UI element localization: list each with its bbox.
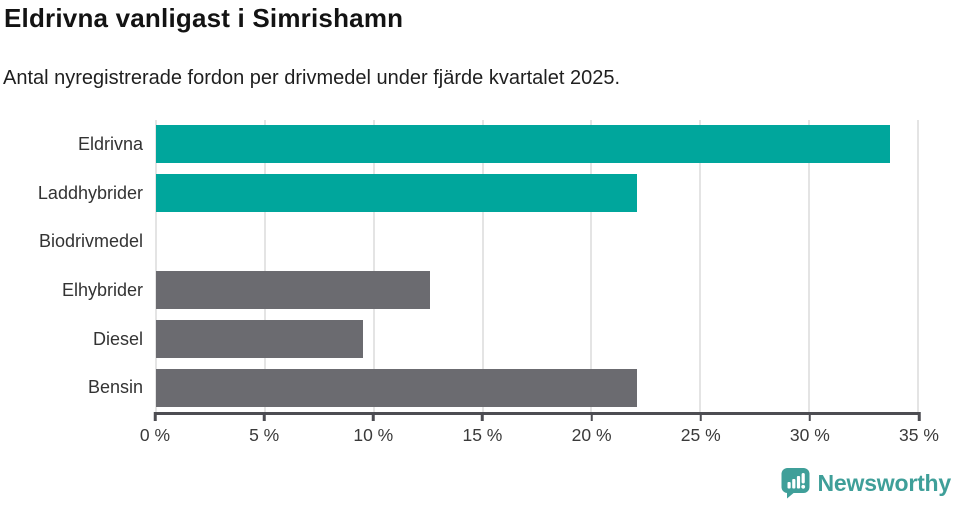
- category-label: Diesel: [92, 328, 143, 349]
- row-plot: [156, 266, 918, 315]
- axis-tick-label: 10 %: [353, 425, 394, 445]
- gridline: [590, 120, 593, 412]
- axis-tick-label: 35 %: [899, 425, 939, 445]
- row-plot: [156, 169, 918, 218]
- chart-row: Diesel: [0, 315, 960, 364]
- gridline: [917, 120, 919, 412]
- brand-footer: Newsworthy: [780, 467, 951, 499]
- newsworthy-logo-icon: [781, 468, 810, 499]
- bar-bensin: [156, 368, 638, 407]
- bar-elhybrider: [156, 271, 431, 310]
- axis-tick: [481, 412, 484, 421]
- gridline: [808, 120, 811, 412]
- gridline: [155, 120, 157, 412]
- axis-tick-label: 5 %: [249, 425, 280, 445]
- category-label: Eldrivna: [77, 133, 143, 154]
- row-plot: [156, 217, 918, 266]
- row-plot: [156, 315, 918, 364]
- category-label: Laddhybrider: [37, 182, 143, 203]
- chart-subtitle: Antal nyregistrerade fordon per drivmede…: [3, 67, 621, 89]
- brand-name: Newsworthy: [817, 469, 952, 496]
- chart-row: Bensin: [0, 363, 960, 412]
- gridline: [263, 120, 266, 412]
- axis-tick-label: 0 %: [139, 425, 171, 445]
- axis-tick: [917, 412, 921, 421]
- bar-laddhybrider: [156, 174, 638, 212]
- axis-tick: [262, 412, 266, 421]
- chart-row: Laddhybrider: [0, 169, 960, 218]
- chart-row: Elhybrider: [0, 266, 960, 315]
- axis-tick-label: 25 %: [680, 425, 721, 445]
- x-axis: 0 % 5 % 10 % 15 % 20 % 25 % 30 % 35 %: [140, 412, 939, 445]
- bar-chart: Eldrivna Laddhybrider Biodrivmedel Elhybrid…: [0, 120, 960, 412]
- axis-tick: [372, 412, 375, 421]
- bar-eldrivna: [156, 125, 890, 164]
- axis-tick: [590, 412, 593, 421]
- category-label: Elhybrider: [61, 279, 143, 300]
- chart-rows: Eldrivna Laddhybrider Biodrivmedel Elhybrid…: [0, 120, 960, 412]
- category-label: Biodrivmedel: [38, 231, 143, 252]
- axis-tick: [699, 412, 702, 421]
- chart-row: Eldrivna: [0, 120, 960, 169]
- row-plot: [156, 120, 918, 169]
- chart-title: Eldrivna vanligast i Simrishamn: [4, 3, 404, 33]
- axis-tick-label: 30 %: [789, 425, 830, 445]
- gridline: [372, 120, 375, 412]
- axis-tick: [153, 412, 157, 421]
- category-label: Bensin: [87, 377, 143, 398]
- axis-tick: [808, 412, 812, 421]
- bar-diesel: [156, 320, 363, 359]
- chart-row: Biodrivmedel: [0, 217, 960, 266]
- axis-tick-label: 20 %: [571, 425, 612, 445]
- gridlines: [155, 120, 919, 412]
- row-plot: [156, 363, 918, 412]
- gridline: [481, 120, 484, 412]
- axis-tick-label: 15 %: [462, 425, 503, 445]
- gridline: [699, 120, 702, 412]
